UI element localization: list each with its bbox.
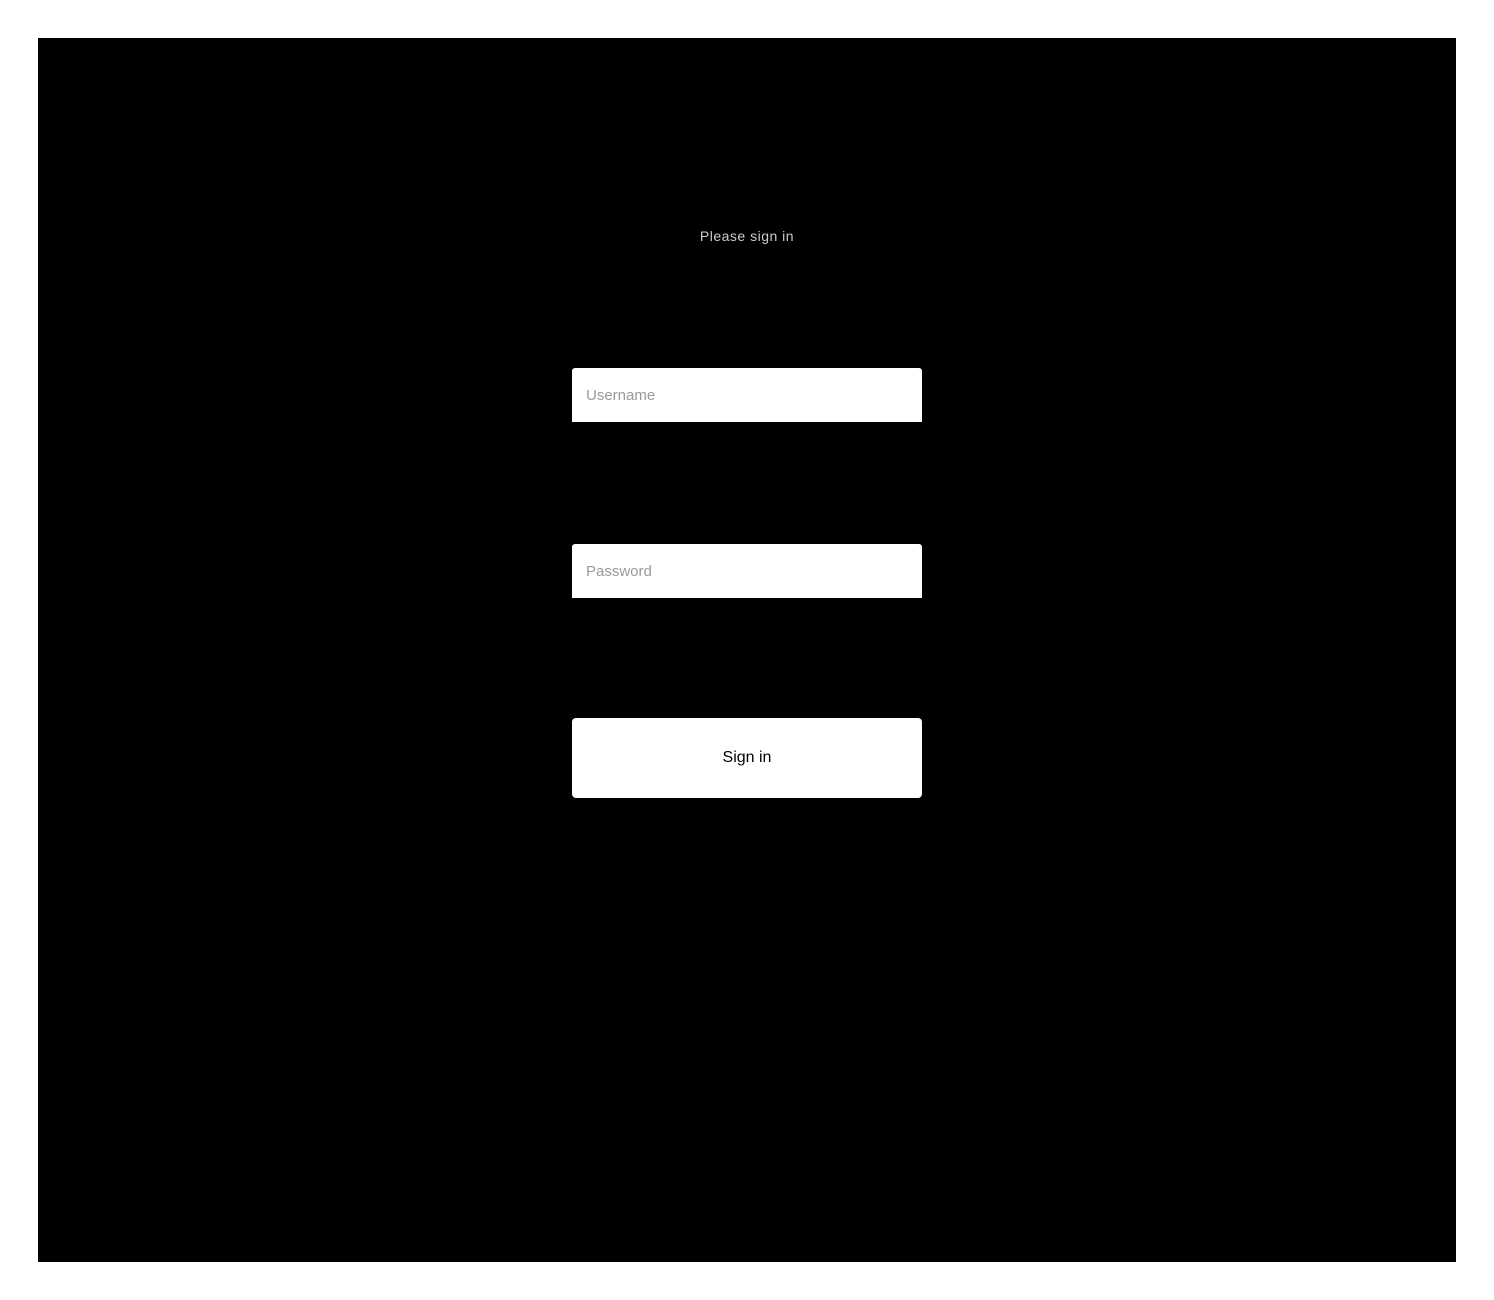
username-input[interactable] (572, 368, 922, 422)
login-panel: Please sign in Username Password Sign in (38, 38, 1456, 1262)
password-input[interactable] (572, 544, 922, 598)
username-field-group: Username (572, 336, 922, 422)
title-area: Please sign in (532, 218, 962, 254)
page-title: Please sign in (700, 228, 794, 244)
signin-button[interactable]: Sign in (572, 718, 922, 798)
password-field-group: Password (572, 512, 922, 598)
page-outer-frame: Please sign in Username Password Sign in (0, 0, 1494, 1300)
